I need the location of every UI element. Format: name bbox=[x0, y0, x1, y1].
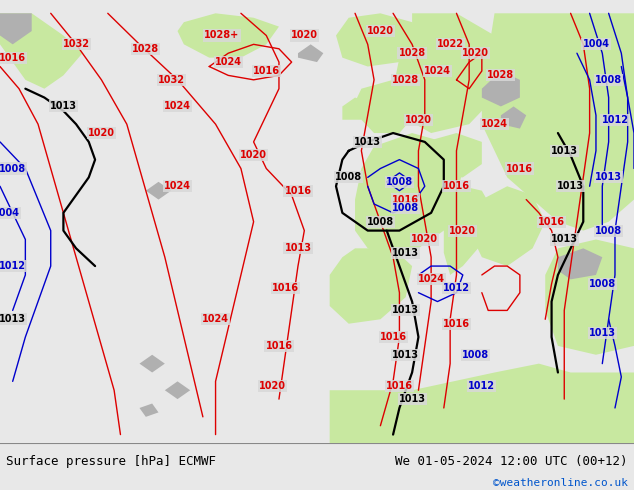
Text: 1016: 1016 bbox=[507, 164, 533, 173]
Polygon shape bbox=[355, 133, 463, 257]
Text: 1013: 1013 bbox=[392, 350, 419, 360]
Text: 1020: 1020 bbox=[462, 48, 489, 58]
Text: 1016: 1016 bbox=[285, 186, 311, 196]
Text: 1016: 1016 bbox=[272, 283, 299, 293]
Polygon shape bbox=[0, 13, 82, 89]
Text: 1016: 1016 bbox=[380, 332, 406, 342]
Polygon shape bbox=[139, 355, 165, 372]
Text: 1012: 1012 bbox=[469, 381, 495, 391]
Text: 1013: 1013 bbox=[551, 146, 578, 156]
Text: 1024: 1024 bbox=[215, 57, 242, 67]
Polygon shape bbox=[165, 381, 190, 399]
Text: 1024: 1024 bbox=[164, 101, 191, 111]
Text: 1013: 1013 bbox=[50, 101, 77, 111]
Text: 1024: 1024 bbox=[164, 181, 191, 191]
Text: 1008: 1008 bbox=[392, 203, 419, 214]
Text: Surface pressure [hPa] ECMWF: Surface pressure [hPa] ECMWF bbox=[6, 455, 216, 467]
Text: 1024: 1024 bbox=[202, 314, 229, 324]
Polygon shape bbox=[558, 248, 602, 279]
Text: 1012: 1012 bbox=[0, 261, 26, 271]
Text: 1022: 1022 bbox=[437, 39, 463, 49]
Text: 1020: 1020 bbox=[367, 26, 394, 36]
Polygon shape bbox=[0, 13, 32, 44]
Text: 1013: 1013 bbox=[589, 328, 616, 338]
Polygon shape bbox=[298, 44, 323, 62]
Text: 1020: 1020 bbox=[259, 381, 286, 391]
Text: 1008: 1008 bbox=[595, 225, 622, 236]
Text: 1024: 1024 bbox=[481, 119, 508, 129]
Text: 1008: 1008 bbox=[386, 177, 413, 187]
Text: 1016: 1016 bbox=[392, 195, 419, 204]
Text: 1013: 1013 bbox=[392, 305, 419, 316]
Text: 1020: 1020 bbox=[291, 30, 318, 41]
Text: 1016: 1016 bbox=[538, 217, 565, 227]
Polygon shape bbox=[139, 404, 158, 417]
Polygon shape bbox=[330, 364, 634, 443]
Text: 1024: 1024 bbox=[424, 66, 451, 76]
Text: 1004: 1004 bbox=[583, 39, 609, 49]
Text: 1016: 1016 bbox=[386, 381, 413, 391]
Text: 1008: 1008 bbox=[0, 164, 26, 173]
Polygon shape bbox=[336, 13, 418, 67]
Text: 1016: 1016 bbox=[443, 181, 470, 191]
Text: 1020: 1020 bbox=[88, 128, 115, 138]
Text: 1012: 1012 bbox=[443, 283, 470, 293]
Text: 1016: 1016 bbox=[253, 66, 280, 76]
Text: 1032: 1032 bbox=[158, 75, 184, 85]
Text: 1008: 1008 bbox=[367, 217, 394, 227]
Polygon shape bbox=[444, 186, 495, 275]
Polygon shape bbox=[418, 133, 482, 177]
Text: 1028: 1028 bbox=[488, 71, 514, 80]
Text: 1013: 1013 bbox=[354, 137, 381, 147]
Polygon shape bbox=[469, 186, 545, 266]
Polygon shape bbox=[146, 182, 171, 199]
Text: 1020: 1020 bbox=[240, 150, 267, 160]
Text: We 01-05-2024 12:00 UTC (00+12): We 01-05-2024 12:00 UTC (00+12) bbox=[395, 455, 628, 467]
Text: 1028+: 1028+ bbox=[204, 30, 240, 41]
Polygon shape bbox=[482, 13, 634, 231]
Text: 1008: 1008 bbox=[335, 172, 362, 182]
Polygon shape bbox=[178, 13, 279, 58]
Text: ©weatheronline.co.uk: ©weatheronline.co.uk bbox=[493, 478, 628, 488]
Polygon shape bbox=[330, 248, 412, 324]
Text: 1024: 1024 bbox=[418, 274, 444, 284]
Text: 1013: 1013 bbox=[557, 181, 584, 191]
Text: 1008: 1008 bbox=[595, 75, 622, 85]
Text: 1004: 1004 bbox=[0, 208, 20, 218]
Polygon shape bbox=[501, 106, 526, 128]
Text: 1032: 1032 bbox=[63, 39, 89, 49]
Text: 1013: 1013 bbox=[285, 244, 311, 253]
Text: 1013: 1013 bbox=[392, 248, 419, 258]
Text: 1013: 1013 bbox=[595, 172, 622, 182]
Polygon shape bbox=[355, 80, 418, 133]
Text: 1012: 1012 bbox=[602, 115, 628, 125]
Text: 1020: 1020 bbox=[450, 225, 476, 236]
Text: 1028: 1028 bbox=[133, 44, 159, 54]
Text: 1016: 1016 bbox=[443, 318, 470, 329]
Text: 1020: 1020 bbox=[405, 115, 432, 125]
Text: 1013: 1013 bbox=[551, 234, 578, 245]
Polygon shape bbox=[393, 13, 507, 133]
Text: 1020: 1020 bbox=[411, 234, 438, 245]
Text: 1008: 1008 bbox=[589, 279, 616, 289]
Polygon shape bbox=[482, 71, 520, 106]
Text: 1013: 1013 bbox=[0, 314, 26, 324]
Text: 1016: 1016 bbox=[0, 52, 26, 63]
Polygon shape bbox=[342, 98, 368, 120]
Text: 1028: 1028 bbox=[399, 48, 425, 58]
Text: 1028: 1028 bbox=[392, 75, 419, 85]
Polygon shape bbox=[545, 240, 634, 355]
Text: 1016: 1016 bbox=[266, 341, 292, 351]
Text: 1008: 1008 bbox=[462, 350, 489, 360]
Text: 1013: 1013 bbox=[399, 394, 425, 404]
